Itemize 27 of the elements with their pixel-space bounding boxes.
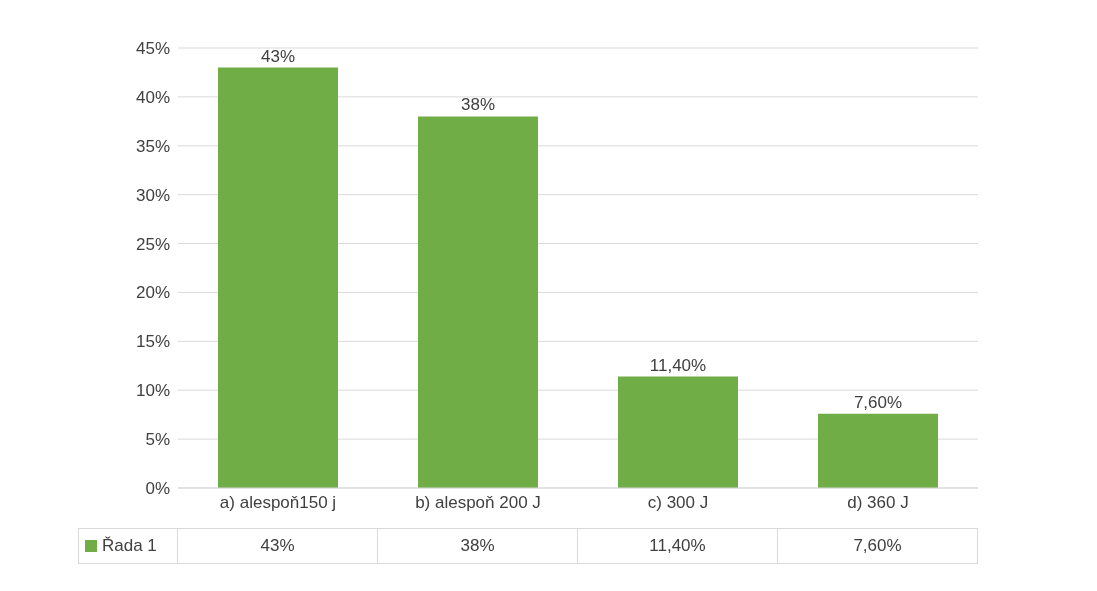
y-tick-label: 25% <box>135 234 170 254</box>
y-tick-label: 30% <box>135 185 170 205</box>
text: 7,60% <box>853 392 903 412</box>
data-label: 7,60% <box>778 528 978 564</box>
x-tick-label: a) alespoň150 j <box>219 493 337 513</box>
y-tick-label: 40% <box>135 87 170 107</box>
text: 38% <box>460 95 496 115</box>
y-tick-label: 10% <box>135 381 170 401</box>
x-tick-label: c) 300 J <box>647 493 709 513</box>
y-tick-label: 15% <box>135 332 170 352</box>
data-label: 43% <box>178 528 378 564</box>
y-tick-label: 5% <box>145 430 170 450</box>
y-tick-label: 0% <box>145 479 170 499</box>
text: 11,40% <box>649 355 707 375</box>
text: 43% <box>260 46 296 66</box>
bar <box>818 413 938 488</box>
y-tick-label: 45% <box>135 39 170 59</box>
bar <box>418 116 538 488</box>
y-tick-label: 20% <box>135 283 170 303</box>
bar <box>218 67 338 488</box>
legend-label: Řada 1 <box>102 536 157 556</box>
x-tick-label: d) 360 J <box>847 493 909 513</box>
data-label: 11,40% <box>578 528 778 564</box>
y-tick-label: 35% <box>135 136 170 156</box>
bar <box>618 376 738 488</box>
x-tick-label: b) alespoň 200 J <box>415 493 541 513</box>
data-label: 38% <box>378 528 578 564</box>
